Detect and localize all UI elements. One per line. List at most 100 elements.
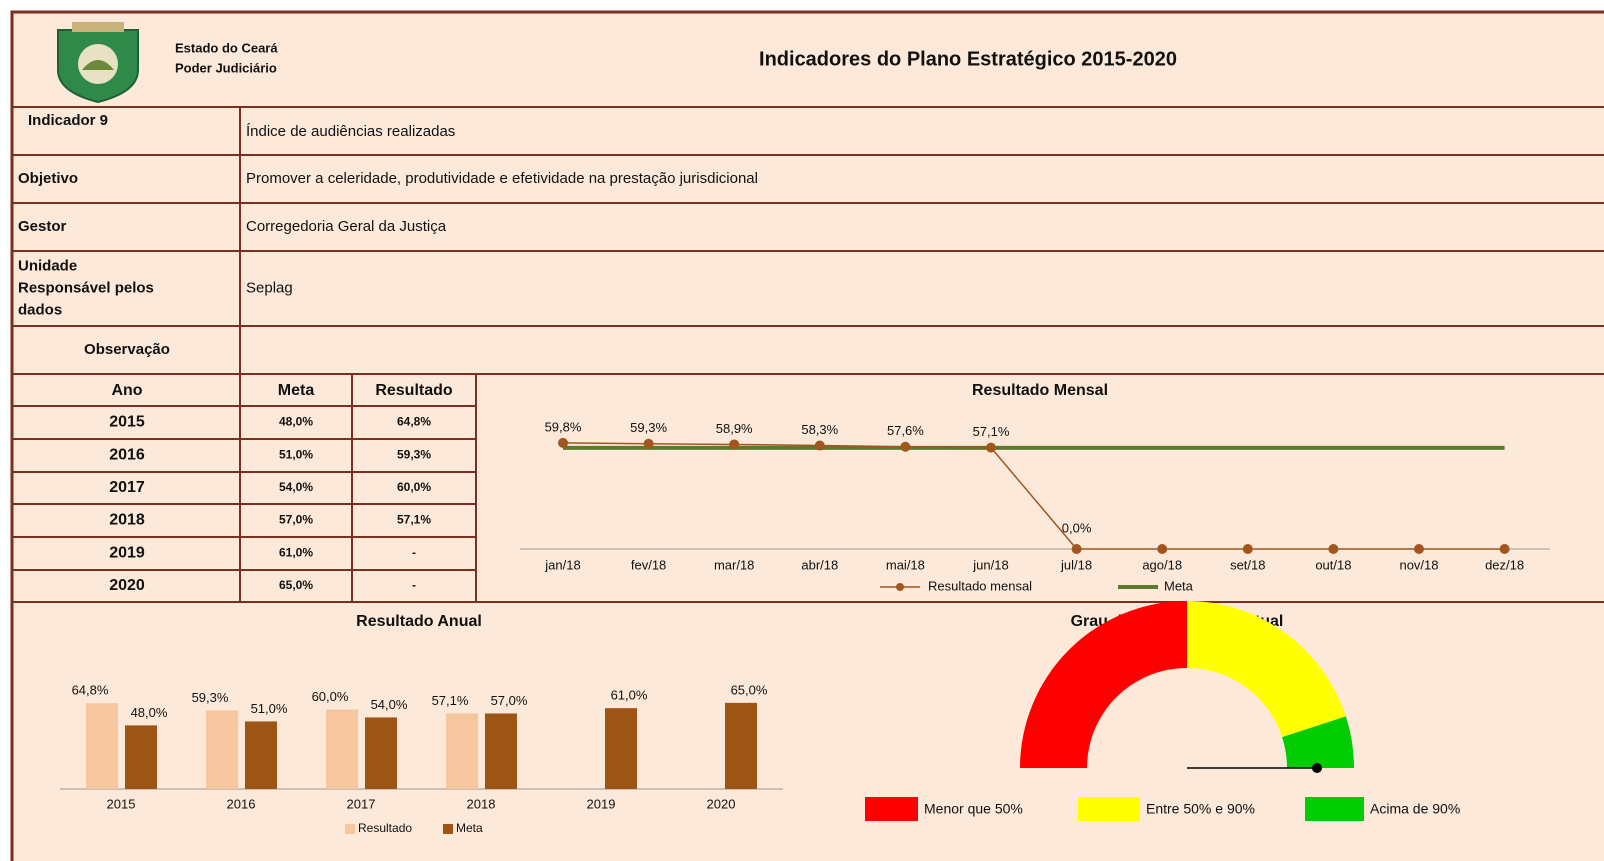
point	[900, 441, 911, 452]
data-label: 59,3%	[630, 420, 667, 435]
table-header: Resultado	[375, 382, 453, 399]
info-value: Promover a celeridade, produtividade e e…	[246, 170, 758, 187]
data-label: 57,6%	[887, 423, 924, 438]
table-cell: 2018	[109, 512, 145, 529]
table-cell: 64,8%	[397, 415, 431, 429]
data-label: 65,0%	[731, 682, 768, 697]
x-tick-label: dez/18	[1485, 557, 1524, 572]
chart-title: Resultado Anual	[356, 613, 482, 630]
legend-label: Menor que 50%	[924, 801, 1023, 817]
org-line: Estado do Ceará	[175, 40, 278, 55]
point	[814, 440, 825, 451]
x-tick-label: jan/18	[544, 557, 580, 572]
table-cell: 48,0%	[279, 415, 313, 429]
legend-swatch	[865, 797, 918, 821]
table-cell: 57,0%	[279, 513, 313, 527]
legend-label: Resultado mensal	[928, 578, 1032, 593]
x-tick-label: mar/18	[714, 557, 754, 572]
table-cell: 60,0%	[397, 480, 431, 494]
data-label: 60,0%	[312, 689, 349, 704]
data-label: 61,0%	[611, 688, 648, 703]
table-cell: 57,1%	[397, 513, 431, 527]
info-label: Responsável pelos	[18, 279, 154, 296]
info-label: Gestor	[18, 218, 67, 235]
table-cell: 2016	[109, 447, 145, 464]
data-label: 54,0%	[371, 697, 408, 712]
x-tick-label: jun/18	[972, 557, 1008, 572]
table-cell: 2015	[109, 414, 145, 431]
legend-swatch	[443, 824, 453, 834]
table-cell: -	[412, 578, 416, 592]
info-value: Índice de audiências realizadas	[246, 123, 455, 140]
point	[729, 439, 740, 450]
x-tick-label: ago/18	[1142, 557, 1182, 572]
x-tick-label: 2015	[107, 796, 136, 811]
bar	[725, 702, 757, 789]
legend-label: Meta	[456, 821, 483, 835]
data-label: 58,3%	[801, 422, 838, 437]
point	[1157, 544, 1168, 554]
bar	[326, 709, 358, 789]
data-label: 48,0%	[131, 705, 168, 720]
point	[1414, 544, 1424, 554]
info-value: Corregedoria Geral da Justiça	[246, 218, 447, 235]
x-tick-label: fev/18	[631, 557, 666, 572]
data-label: 57,1%	[973, 424, 1010, 439]
data-label: 57,0%	[491, 693, 528, 708]
x-tick-label: out/18	[1315, 557, 1351, 572]
info-label: dados	[18, 301, 62, 318]
gauge-band	[1020, 601, 1187, 768]
data-label: 64,8%	[72, 683, 109, 698]
table-cell: 54,0%	[279, 480, 313, 494]
bar	[605, 708, 637, 789]
data-label: 59,8%	[545, 419, 582, 434]
table-cell: 2017	[109, 479, 145, 496]
point	[1071, 544, 1082, 554]
x-tick-label: jul/18	[1060, 557, 1092, 572]
data-label: 0,0%	[1062, 520, 1092, 535]
legend-swatch	[345, 824, 355, 834]
legend-label: Entre 50% e 90%	[1146, 801, 1255, 817]
table-cell: 65,0%	[279, 578, 313, 592]
legend-label: Acima de 90%	[1370, 801, 1460, 817]
legend-swatch	[1305, 797, 1364, 821]
info-label: Unidade	[18, 257, 77, 274]
x-tick-label: abr/18	[801, 557, 838, 572]
point	[1328, 544, 1339, 554]
legend-label: Resultado	[358, 821, 412, 835]
x-tick-label: set/18	[1230, 557, 1265, 572]
chart-title: Resultado Mensal	[972, 382, 1108, 399]
x-tick-label: 2019	[587, 796, 616, 811]
bar	[446, 713, 478, 789]
table-cell: 59,3%	[397, 448, 431, 462]
table-cell: 2019	[109, 545, 145, 562]
info-label: Objetivo	[18, 170, 78, 187]
point	[643, 438, 654, 449]
bar	[245, 721, 277, 789]
data-label: 58,9%	[716, 421, 753, 436]
table-cell: 61,0%	[279, 546, 313, 560]
point	[1242, 544, 1253, 554]
x-tick-label: 2017	[347, 796, 376, 811]
gauge-band	[1282, 716, 1354, 768]
x-tick-label: 2018	[467, 796, 496, 811]
page-title: Indicadores do Plano Estratégico 2015-20…	[759, 48, 1177, 70]
bar	[206, 710, 238, 789]
legend-swatch	[1078, 797, 1140, 821]
data-label: 57,1%	[432, 693, 469, 708]
info-label: Indicador 9	[28, 112, 108, 129]
org-line: Poder Judiciário	[175, 60, 277, 75]
bar	[86, 703, 118, 789]
bar	[365, 717, 397, 789]
gauge-needle-tip	[1312, 763, 1322, 773]
table-header: Ano	[111, 382, 142, 399]
table-header: Meta	[278, 382, 315, 399]
legend-label: Meta	[1164, 578, 1194, 593]
x-tick-label: mai/18	[886, 557, 925, 572]
bar	[485, 713, 517, 789]
x-tick-label: 2016	[227, 796, 256, 811]
data-label: 51,0%	[251, 701, 288, 716]
series-line	[562, 442, 1505, 550]
legend-swatch	[896, 583, 904, 591]
